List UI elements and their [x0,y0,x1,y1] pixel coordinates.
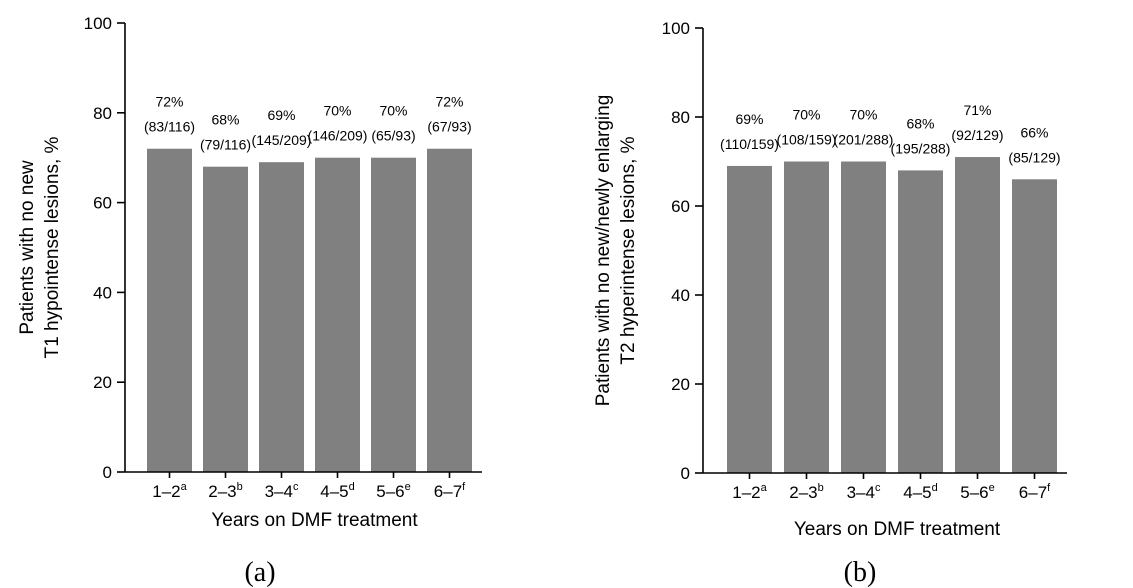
y-tick-label: 0 [681,464,690,483]
bar-a-2 [203,166,248,472]
x-tick-text: 5–6 [960,483,988,502]
x-tick-label: 1–2a [152,481,187,501]
bar-b-5 [955,157,1000,474]
bar-count-label: (146/209) [308,128,368,144]
bar-percent-label: 70% [792,107,820,123]
x-tick-superscript: d [349,481,355,493]
x-tick-label: 2–3b [789,482,824,502]
x-tick-text: 1–2 [152,482,180,501]
y-tick-label: 20 [93,373,112,392]
x-tick-superscript: c [293,481,299,493]
x-tick-text: 4–5 [903,483,931,502]
bar-percent-label: 68% [906,115,934,131]
bar-b-2 [784,161,829,473]
x-tick-text: 2–3 [789,483,817,502]
y-tick-label: 20 [671,375,690,394]
x-tick-label: 5–6e [960,482,995,502]
x-tick-superscript: a [181,481,188,493]
x-tick-label: 6–7f [434,481,466,501]
bar-count-label: (108/159) [777,132,837,148]
bar-b-6 [1012,179,1057,474]
y-tick-label: 100 [84,14,112,33]
y-tick-label: 60 [93,194,112,213]
y-tick-label: 80 [671,108,690,127]
x-tick-superscript: e [405,481,411,493]
bar-count-label: (201/288) [834,132,894,148]
x-tick-text: 3–4 [265,482,293,501]
y-tick-label: 100 [662,19,690,38]
bar-percent-label: 69% [735,111,763,127]
bar-percent-label: 68% [211,112,239,128]
bar-count-label: (110/159) [720,136,779,152]
bar-a-5 [371,157,416,472]
bar-count-label: (195/288) [891,140,951,156]
bar-percent-label: 72% [155,94,183,110]
bar-count-label: (92/129) [951,127,1003,143]
x-tick-text: 6–7 [434,482,462,501]
x-tick-superscript: e [989,482,995,494]
bar-percent-label: 70% [323,103,351,119]
y-tick-label: 80 [93,104,112,123]
bar-b-4 [898,170,943,473]
x-tick-text: 5–6 [376,482,404,501]
y-tick-label: 40 [671,286,690,305]
x-tick-label: 1–2a [732,482,767,502]
panel-a-chart: 72% (83/116) 1–2a 68% (79/116) 2–3b 69% (145/20… [17,14,482,588]
x-tick-label: 4–5d [903,482,938,502]
x-tick-superscript: d [932,482,938,494]
y-tick-label: 60 [671,197,690,216]
x-tick-label: 5–6e [376,481,411,501]
x-tick-superscript: f [1047,482,1051,494]
x-tick-superscript: c [875,482,881,494]
y-axis-title-line-1: Patients with no new/newly enlarging [593,95,614,407]
y-axis-title-line-2: T2 hyperintense lesions, % [618,136,639,364]
x-tick-superscript: b [237,481,243,493]
panel-b-chart: 69% (110/159) 1–2a 70% (108/159) 2–3b 70% (201/… [593,19,1067,588]
x-tick-label: 4–5d [320,481,355,501]
bar-b-1 [727,165,772,473]
x-tick-text: 4–5 [320,482,348,501]
bar-percent-label: 70% [849,107,877,123]
x-tick-label: 3–4c [847,482,881,502]
bar-a-4 [315,157,360,472]
panel-label: (a) [244,557,275,588]
bar-a-3 [259,162,304,472]
bar-percent-label: 71% [963,102,991,118]
bar-a-1 [147,148,192,472]
x-tick-label: 2–3b [208,481,243,501]
bar-count-label: (83/116) [144,119,195,135]
bar-count-label: (65/93) [371,128,415,144]
x-tick-superscript: b [818,482,824,494]
bar-b-3 [841,161,886,473]
bar-count-label: (79/116) [200,137,251,153]
x-tick-text: 6–7 [1019,483,1047,502]
y-axis-title-line-1: Patients with no new [17,160,38,335]
y-axis-title-line-2: T1 hypointense lesions, % [42,136,63,358]
bar-percent-label: 69% [267,107,295,123]
bar-percent-label: 70% [379,103,407,119]
x-tick-text: 2–3 [208,482,236,501]
x-tick-text: 3–4 [847,483,875,502]
x-tick-label: 6–7f [1019,482,1051,502]
panel-label: (b) [844,557,877,588]
x-axis-title: Years on DMF treatment [211,510,418,531]
x-tick-superscript: f [462,481,466,493]
bar-percent-label: 72% [435,94,463,110]
bar-count-label: (67/93) [427,119,471,135]
bar-percent-label: 66% [1020,124,1048,140]
y-tick-label: 0 [103,463,112,482]
x-tick-superscript: a [761,482,768,494]
x-tick-text: 1–2 [732,483,760,502]
x-tick-label: 3–4c [265,481,299,501]
y-tick-label: 40 [93,283,112,302]
bar-count-label: (85/129) [1008,149,1060,165]
bar-a-6 [427,148,472,472]
x-axis-title: Years on DMF treatment [794,519,1001,540]
bar-count-label: (145/209) [252,132,312,148]
